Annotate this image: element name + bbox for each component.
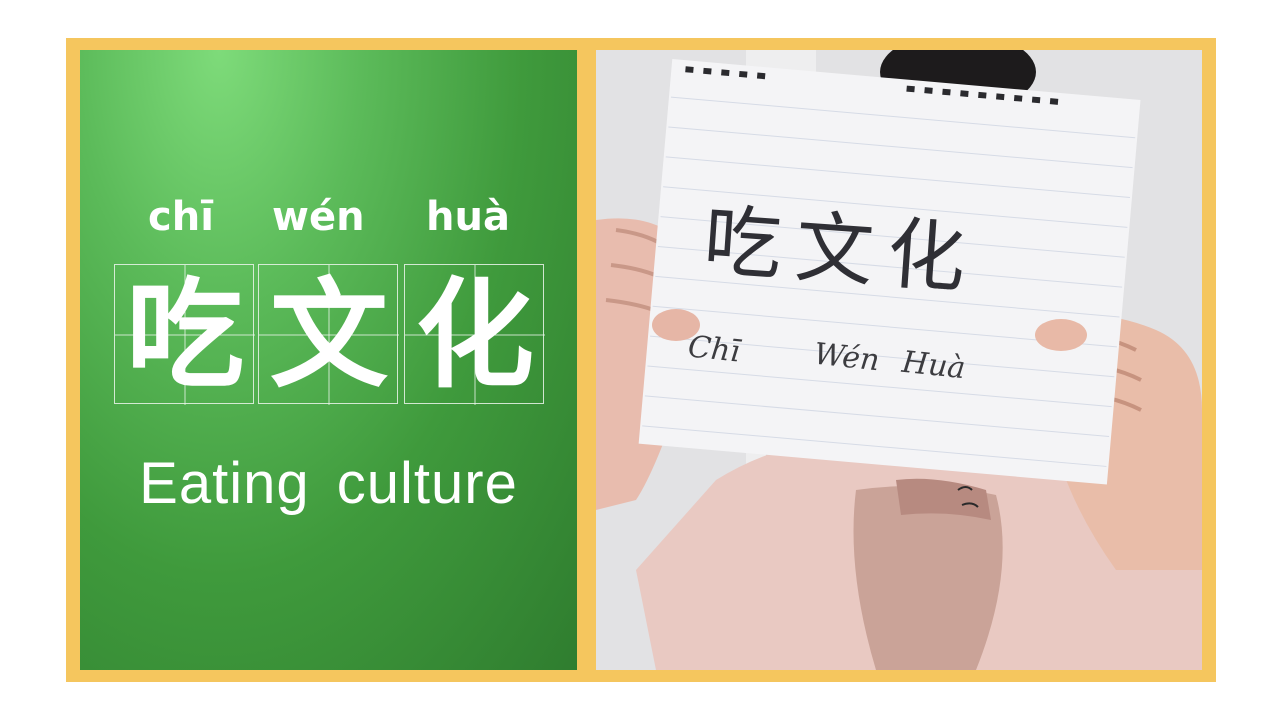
photo-panel: 吃文化 Chī Wén Huà [596,50,1202,670]
person-holding-sign-photo [596,50,1202,670]
character-2: 文 [269,265,388,404]
thumbnail-frame: chī wén huà 吃 文 [66,38,1216,682]
sign-pinyin-3: Huà [900,344,968,387]
character-grid: 吃 文 化 [114,264,545,405]
pinyin-row: chī wén huà [80,194,577,254]
grid-guides-icon [259,265,399,405]
lesson-card: chī wén huà 吃 文 [80,50,577,670]
character-1: 吃 [125,265,244,404]
character-3: 化 [415,265,534,404]
sign-pinyin-2: Wén [812,336,882,379]
character-cell-1: 吃 [114,264,255,405]
sign-pinyin-1: Chī [686,329,742,370]
character-cell-3: 化 [404,264,545,405]
pinyin-syllable-3: huà [426,194,510,240]
pinyin-syllable-1: chī [148,194,214,240]
grid-guides-icon [405,265,545,405]
character-cell-2: 文 [258,264,399,405]
pinyin-syllable-2: wén [272,194,365,240]
grid-guides-icon [115,265,255,405]
sign-characters: 吃文化 [700,196,983,306]
english-translation: Eating culture [139,451,518,516]
